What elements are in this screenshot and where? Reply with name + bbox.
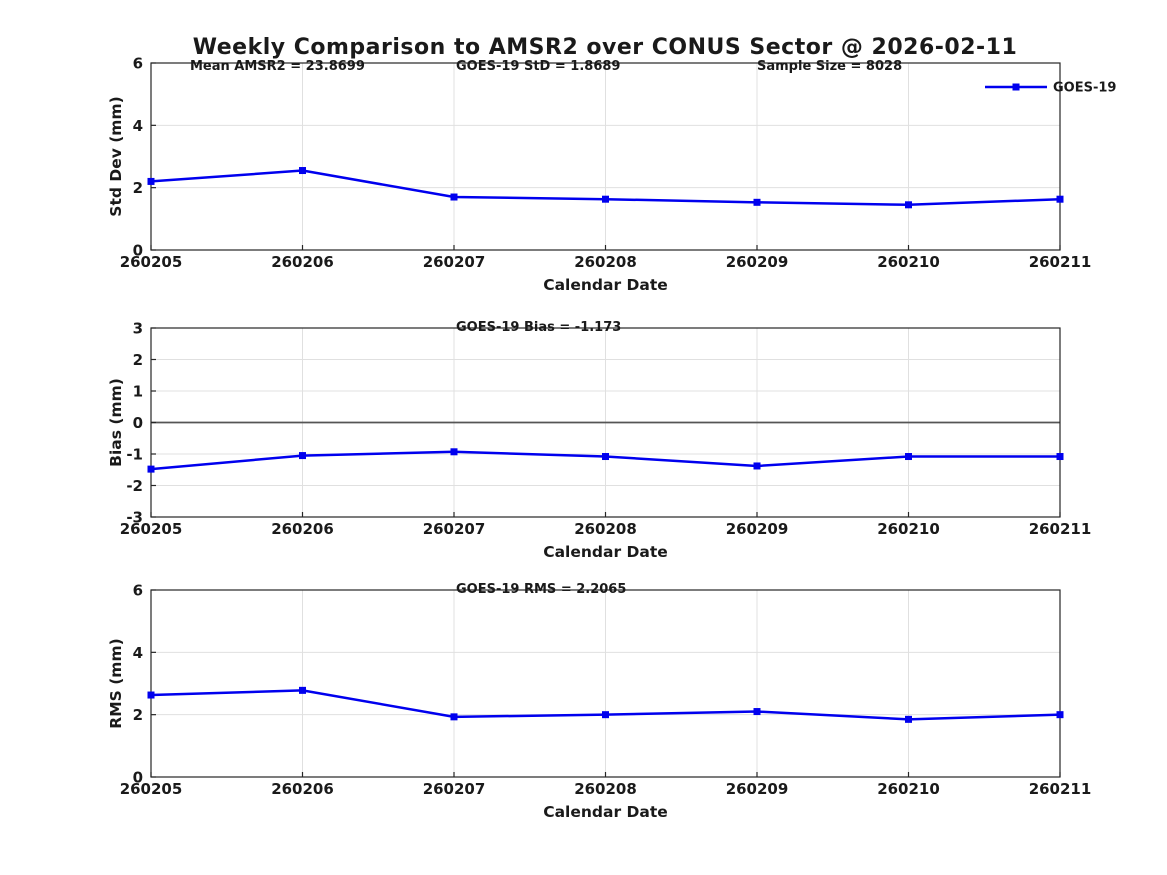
bias-subplot: 260205 260206 260207 260208 260209 260210 2602… <box>107 320 1091 562</box>
sample-size-annotation: Sample Size = 8028 <box>757 59 902 74</box>
goes19-bias-annotation: GOES-19 Bias = -1.173 <box>456 320 621 335</box>
rms-y-axis-label: RMS (mm) <box>107 638 125 728</box>
data-marker <box>1056 711 1064 719</box>
stddev-x-axis-label: Calendar Date <box>543 276 668 294</box>
y-tick-label: 2 <box>133 179 143 197</box>
rms-subplot: 260205 260206 260207 260208 260209 260210 2602… <box>107 582 1091 822</box>
y-tick-label: -2 <box>126 477 143 495</box>
x-tick-label: 260210 <box>877 780 940 798</box>
data-marker <box>450 448 458 456</box>
y-tick-label: 2 <box>133 351 143 369</box>
y-tick-label: 3 <box>133 320 143 338</box>
x-tick-label: 260206 <box>271 780 334 798</box>
legend-marker-icon <box>1012 83 1020 91</box>
data-marker <box>147 691 155 699</box>
data-marker <box>602 453 609 461</box>
data-marker <box>450 713 458 721</box>
x-tick-label: 260211 <box>1029 253 1092 271</box>
x-tick-label: 260209 <box>726 780 789 798</box>
data-marker <box>905 201 912 209</box>
y-tick-label: 4 <box>133 117 143 135</box>
data-marker <box>1056 195 1064 203</box>
y-tick-label: 2 <box>133 706 143 724</box>
data-marker <box>1056 453 1064 461</box>
data-marker <box>147 465 155 473</box>
y-tick-label: 6 <box>133 582 143 600</box>
figure-title: Weekly Comparison to AMSR2 over CONUS Se… <box>193 35 1018 60</box>
data-marker <box>450 193 458 201</box>
stddev-subplot: 260205 260206 260207 260208 260209 260210 2602… <box>107 55 1116 295</box>
mean-amsr2-annotation: Mean AMSR2 = 23.8699 <box>190 59 365 74</box>
y-tick-label: 6 <box>133 55 143 73</box>
x-tick-label: 260205 <box>120 253 183 271</box>
data-marker <box>905 715 912 723</box>
y-tick-label: 0 <box>133 769 143 787</box>
goes19-rms-annotation: GOES-19 RMS = 2.2065 <box>456 582 626 597</box>
y-tick-label: 1 <box>133 383 143 401</box>
data-marker <box>753 198 761 206</box>
y-tick-label: 0 <box>133 414 143 432</box>
x-tick-label: 260208 <box>574 253 637 271</box>
x-tick-label: 260209 <box>726 253 789 271</box>
rms-plot-area: 260205 260206 260207 260208 260209 260210 2602… <box>120 582 1092 799</box>
y-tick-label: -1 <box>126 446 143 464</box>
x-tick-label: 260210 <box>877 253 940 271</box>
bias-plot-area: 260205 260206 260207 260208 260209 260210 2602… <box>120 320 1092 539</box>
x-tick-label: 260207 <box>423 520 486 538</box>
data-marker <box>753 462 761 470</box>
rms-x-axis-label: Calendar Date <box>543 803 668 821</box>
stddev-y-axis-label: Std Dev (mm) <box>107 96 125 216</box>
goes19-std-annotation: GOES-19 StD = 1.8689 <box>456 59 620 74</box>
legend-label: GOES-19 <box>1053 81 1116 96</box>
bias-y-axis-label: Bias (mm) <box>107 378 125 467</box>
data-marker <box>299 452 306 460</box>
data-marker <box>602 195 609 203</box>
legend: GOES-19 <box>985 81 1116 96</box>
stddev-plot-area: 260205 260206 260207 260208 260209 260210 2602… <box>120 55 1092 272</box>
data-marker <box>753 708 761 716</box>
x-tick-label: 260207 <box>423 780 486 798</box>
x-tick-label: 260211 <box>1029 520 1092 538</box>
x-tick-label: 260205 <box>120 520 183 538</box>
x-tick-label: 260209 <box>726 520 789 538</box>
x-tick-label: 260208 <box>574 780 637 798</box>
bias-x-axis-label: Calendar Date <box>543 543 668 561</box>
x-tick-label: 260206 <box>271 253 334 271</box>
x-tick-label: 260206 <box>271 520 334 538</box>
x-tick-label: 260211 <box>1029 780 1092 798</box>
y-tick-label: 0 <box>133 242 143 260</box>
data-marker <box>905 453 912 461</box>
x-tick-label: 260208 <box>574 520 637 538</box>
data-marker <box>147 177 155 185</box>
data-marker <box>602 711 609 719</box>
y-tick-label: -3 <box>126 509 143 527</box>
x-tick-label: 260210 <box>877 520 940 538</box>
y-tick-label: 4 <box>133 644 143 662</box>
x-tick-label: 260207 <box>423 253 486 271</box>
x-tick-label: 260205 <box>120 780 183 798</box>
data-marker <box>299 167 306 175</box>
data-marker <box>299 686 306 694</box>
